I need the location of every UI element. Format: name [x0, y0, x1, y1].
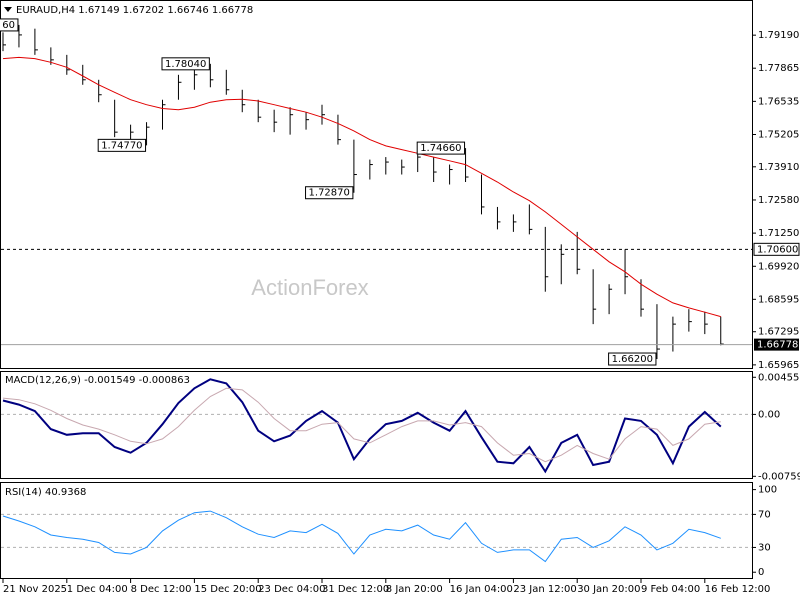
annotation-box — [305, 186, 354, 200]
annotation-box — [97, 138, 147, 152]
price-annotation: 1.74770 — [101, 140, 142, 151]
y-tick-label: 1.69920 — [758, 261, 799, 272]
y-tick-label: 1.71250 — [758, 228, 799, 239]
y-tick-label: 1.65965 — [758, 360, 799, 371]
price-annotation: 1.74660 — [420, 143, 461, 154]
y-tick-label: 0.00 — [758, 409, 780, 420]
price-annotation: 1.72870 — [309, 188, 350, 199]
y-tick-label: 1.67295 — [758, 327, 799, 338]
price-annotation: 1.78040 — [165, 59, 206, 70]
current-price-box — [754, 338, 799, 351]
x-tick-label: 30 Jan 20:00 — [577, 584, 640, 595]
macd-panel — [0, 371, 753, 479]
y-tick-label: 70 — [758, 509, 771, 520]
x-tick-label: 1 Dec 04:00 — [67, 584, 128, 595]
x-tick-label: 23 Dec 04:00 — [258, 584, 325, 595]
y-tick-label: 1.79190 — [758, 30, 799, 41]
series-line — [2, 510, 721, 563]
y-tick-label: 0.004553 — [758, 372, 800, 383]
y-tick-label: 1.76535 — [758, 96, 799, 107]
x-tick-label: 9 Feb 04:00 — [641, 584, 700, 595]
y-tick-label: 1.72580 — [758, 195, 799, 206]
price-annotation: 60 — [2, 20, 15, 31]
annotation-box — [161, 57, 210, 71]
current-price-label: 1.66778 — [757, 340, 798, 351]
x-tick-label: 16 Feb 12:00 — [705, 584, 771, 595]
chart-title: EURAUD,H4 1.67149 1.67202 1.66746 1.6677… — [16, 5, 253, 16]
y-tick-label: 100 — [758, 485, 777, 496]
x-tick-label: 31 Dec 12:00 — [322, 584, 389, 595]
x-tick-label: 21 Nov 2025 — [3, 584, 67, 595]
annotation-box — [0, 18, 19, 32]
x-tick-label: 23 Jan 12:00 — [513, 584, 576, 595]
macd-title: MACD(12,26,9) -0.001549 -0.000863 — [5, 375, 190, 386]
x-tick-label: 8 Jan 20:00 — [386, 584, 443, 595]
series-line — [2, 56, 721, 318]
annotation-box — [416, 141, 466, 155]
annotation-box — [608, 352, 657, 366]
x-tick-label: 15 Dec 20:00 — [194, 584, 261, 595]
y-tick-label: 30 — [758, 542, 771, 553]
price-panel — [0, 0, 753, 369]
rsi-title: RSI(14) 40.9368 — [5, 487, 86, 498]
price-annotation: 1.66200 — [612, 354, 653, 365]
y-tick-label: 0 — [758, 567, 764, 578]
series-line — [2, 378, 722, 474]
watermark: ActionForex — [251, 275, 368, 300]
y-tick-label: 1.77865 — [758, 63, 799, 74]
x-tick-label: 16 Jan 04:00 — [450, 584, 513, 595]
x-tick-label: 8 Dec 12:00 — [131, 584, 192, 595]
level-label-box — [753, 242, 800, 256]
rsi-panel — [0, 482, 753, 579]
series-line — [2, 387, 721, 463]
y-tick-label: 1.68595 — [758, 294, 799, 305]
y-tick-label: -0.007593 — [758, 471, 800, 482]
y-tick-label: 1.73910 — [758, 162, 799, 173]
level-label: 1.70600 — [757, 244, 798, 255]
menu-icon[interactable] — [4, 7, 12, 12]
y-tick-label: 1.75205 — [758, 130, 799, 141]
